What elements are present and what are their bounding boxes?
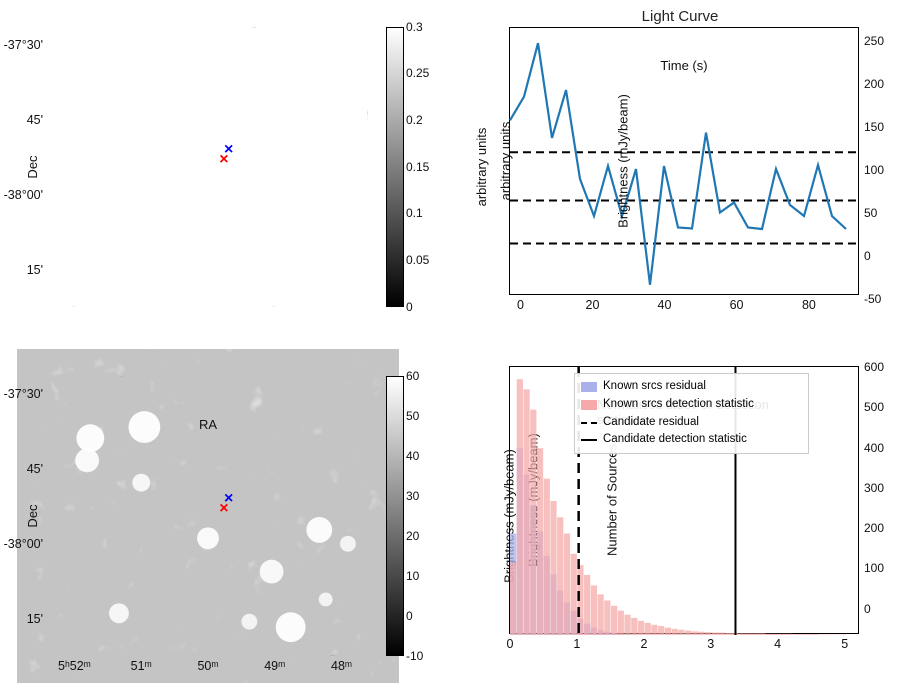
histogram-bar[interactable] <box>611 606 617 635</box>
filter-dec-ticks: -37°30' 45' -38°00' 15' <box>0 28 47 306</box>
legend-label-cand-detection: Candidate detection statistic <box>603 431 747 449</box>
gleam-title: GLEAM <box>0 349 453 376</box>
legend-label-residual: Known srcs residual <box>603 378 706 396</box>
lightcurve-plot[interactable]: arbitrary units 250 200 150 100 <box>509 27 859 295</box>
filter-colorbar[interactable]: 0.3 0.25 0.2 0.15 0.1 0.05 0 arbitrary u… <box>386 27 416 307</box>
histogram-bar[interactable] <box>550 501 556 635</box>
lightcurve-right-ticks: 250 200 150 100 50 0 -50 <box>858 28 898 294</box>
histogram-right-ylabel: Number of Sources <box>605 444 620 556</box>
lightcurve-left-ylabel: arbitrary units <box>498 122 513 201</box>
gleam-dec-ticks: -37°30' 45' -38°00' 15' <box>0 377 47 655</box>
histogram-bar[interactable] <box>537 448 543 635</box>
histogram-bar[interactable] <box>591 585 597 635</box>
gleam-image[interactable]: × × Dec -37°30' 45' -38°00' 15' 5ʰ52ᵐ 51… <box>48 376 368 656</box>
figure-grid: Filter × × Dec -37°30' 45' <box>0 0 907 699</box>
histogram-bar[interactable] <box>618 611 624 635</box>
histogram-bar[interactable] <box>517 379 523 635</box>
gleam-ra-ticks: 5ʰ52ᵐ 51ᵐ 50ᵐ 49ᵐ 48ᵐ <box>49 655 367 675</box>
histogram-bar[interactable] <box>544 479 550 635</box>
histogram-bar[interactable] <box>624 615 630 635</box>
legend-label-detection: Known srcs detection statistic <box>603 396 754 414</box>
histogram-bar[interactable] <box>557 517 563 635</box>
histogram-plot[interactable]: Brightness (mJy/beam) 600 500 400 300 <box>509 366 859 634</box>
histogram-panel: Brightness (mJy/beam) 600 500 400 300 <box>453 349 907 699</box>
filter-panel: Filter × × Dec -37°30' 45' <box>0 0 453 349</box>
lightcurve-panel: Light Curve arbitrary units 250 200 <box>453 0 907 349</box>
lightcurve-right-ylabel: Brightness (mJy/beam) <box>615 94 630 228</box>
lightcurve-xlabel: Time (s) <box>660 58 707 73</box>
histogram-bar[interactable] <box>598 594 604 635</box>
lightcurve-x-ticks: 0 20 40 60 80 <box>510 294 858 314</box>
lightcurve-title: Light Curve <box>453 0 907 27</box>
filter-title: Filter <box>0 0 453 27</box>
histogram-bar[interactable] <box>523 389 529 635</box>
histogram-bar[interactable] <box>584 575 590 635</box>
legend-label-cand-residual: Candidate residual <box>603 414 699 432</box>
filter-image[interactable]: × × Dec -37°30' 45' -38°00' 15' <box>48 27 368 307</box>
histogram-right-ticks: 600 500 400 300 200 100 0 <box>858 367 898 633</box>
lightcurve-line[interactable] <box>510 43 846 285</box>
histogram-legend[interactable]: Known srcs residual Known srcs detection… <box>574 373 809 454</box>
histogram-bar[interactable] <box>604 600 610 635</box>
histogram-bar[interactable] <box>510 563 516 635</box>
lightcurve-hlines <box>510 152 860 243</box>
gleam-xlabel: RA <box>199 417 217 432</box>
histogram-bar[interactable] <box>571 554 577 635</box>
gleam-panel: GLEAM <box>0 349 453 699</box>
gleam-colorbar[interactable]: 60 50 40 30 20 10 0 -10 Brightness (mJy/… <box>386 376 416 656</box>
histogram-bar[interactable] <box>564 533 570 635</box>
histogram-x-ticks: 0 1 2 3 4 5 <box>510 633 858 653</box>
histogram-bar[interactable] <box>530 410 536 635</box>
